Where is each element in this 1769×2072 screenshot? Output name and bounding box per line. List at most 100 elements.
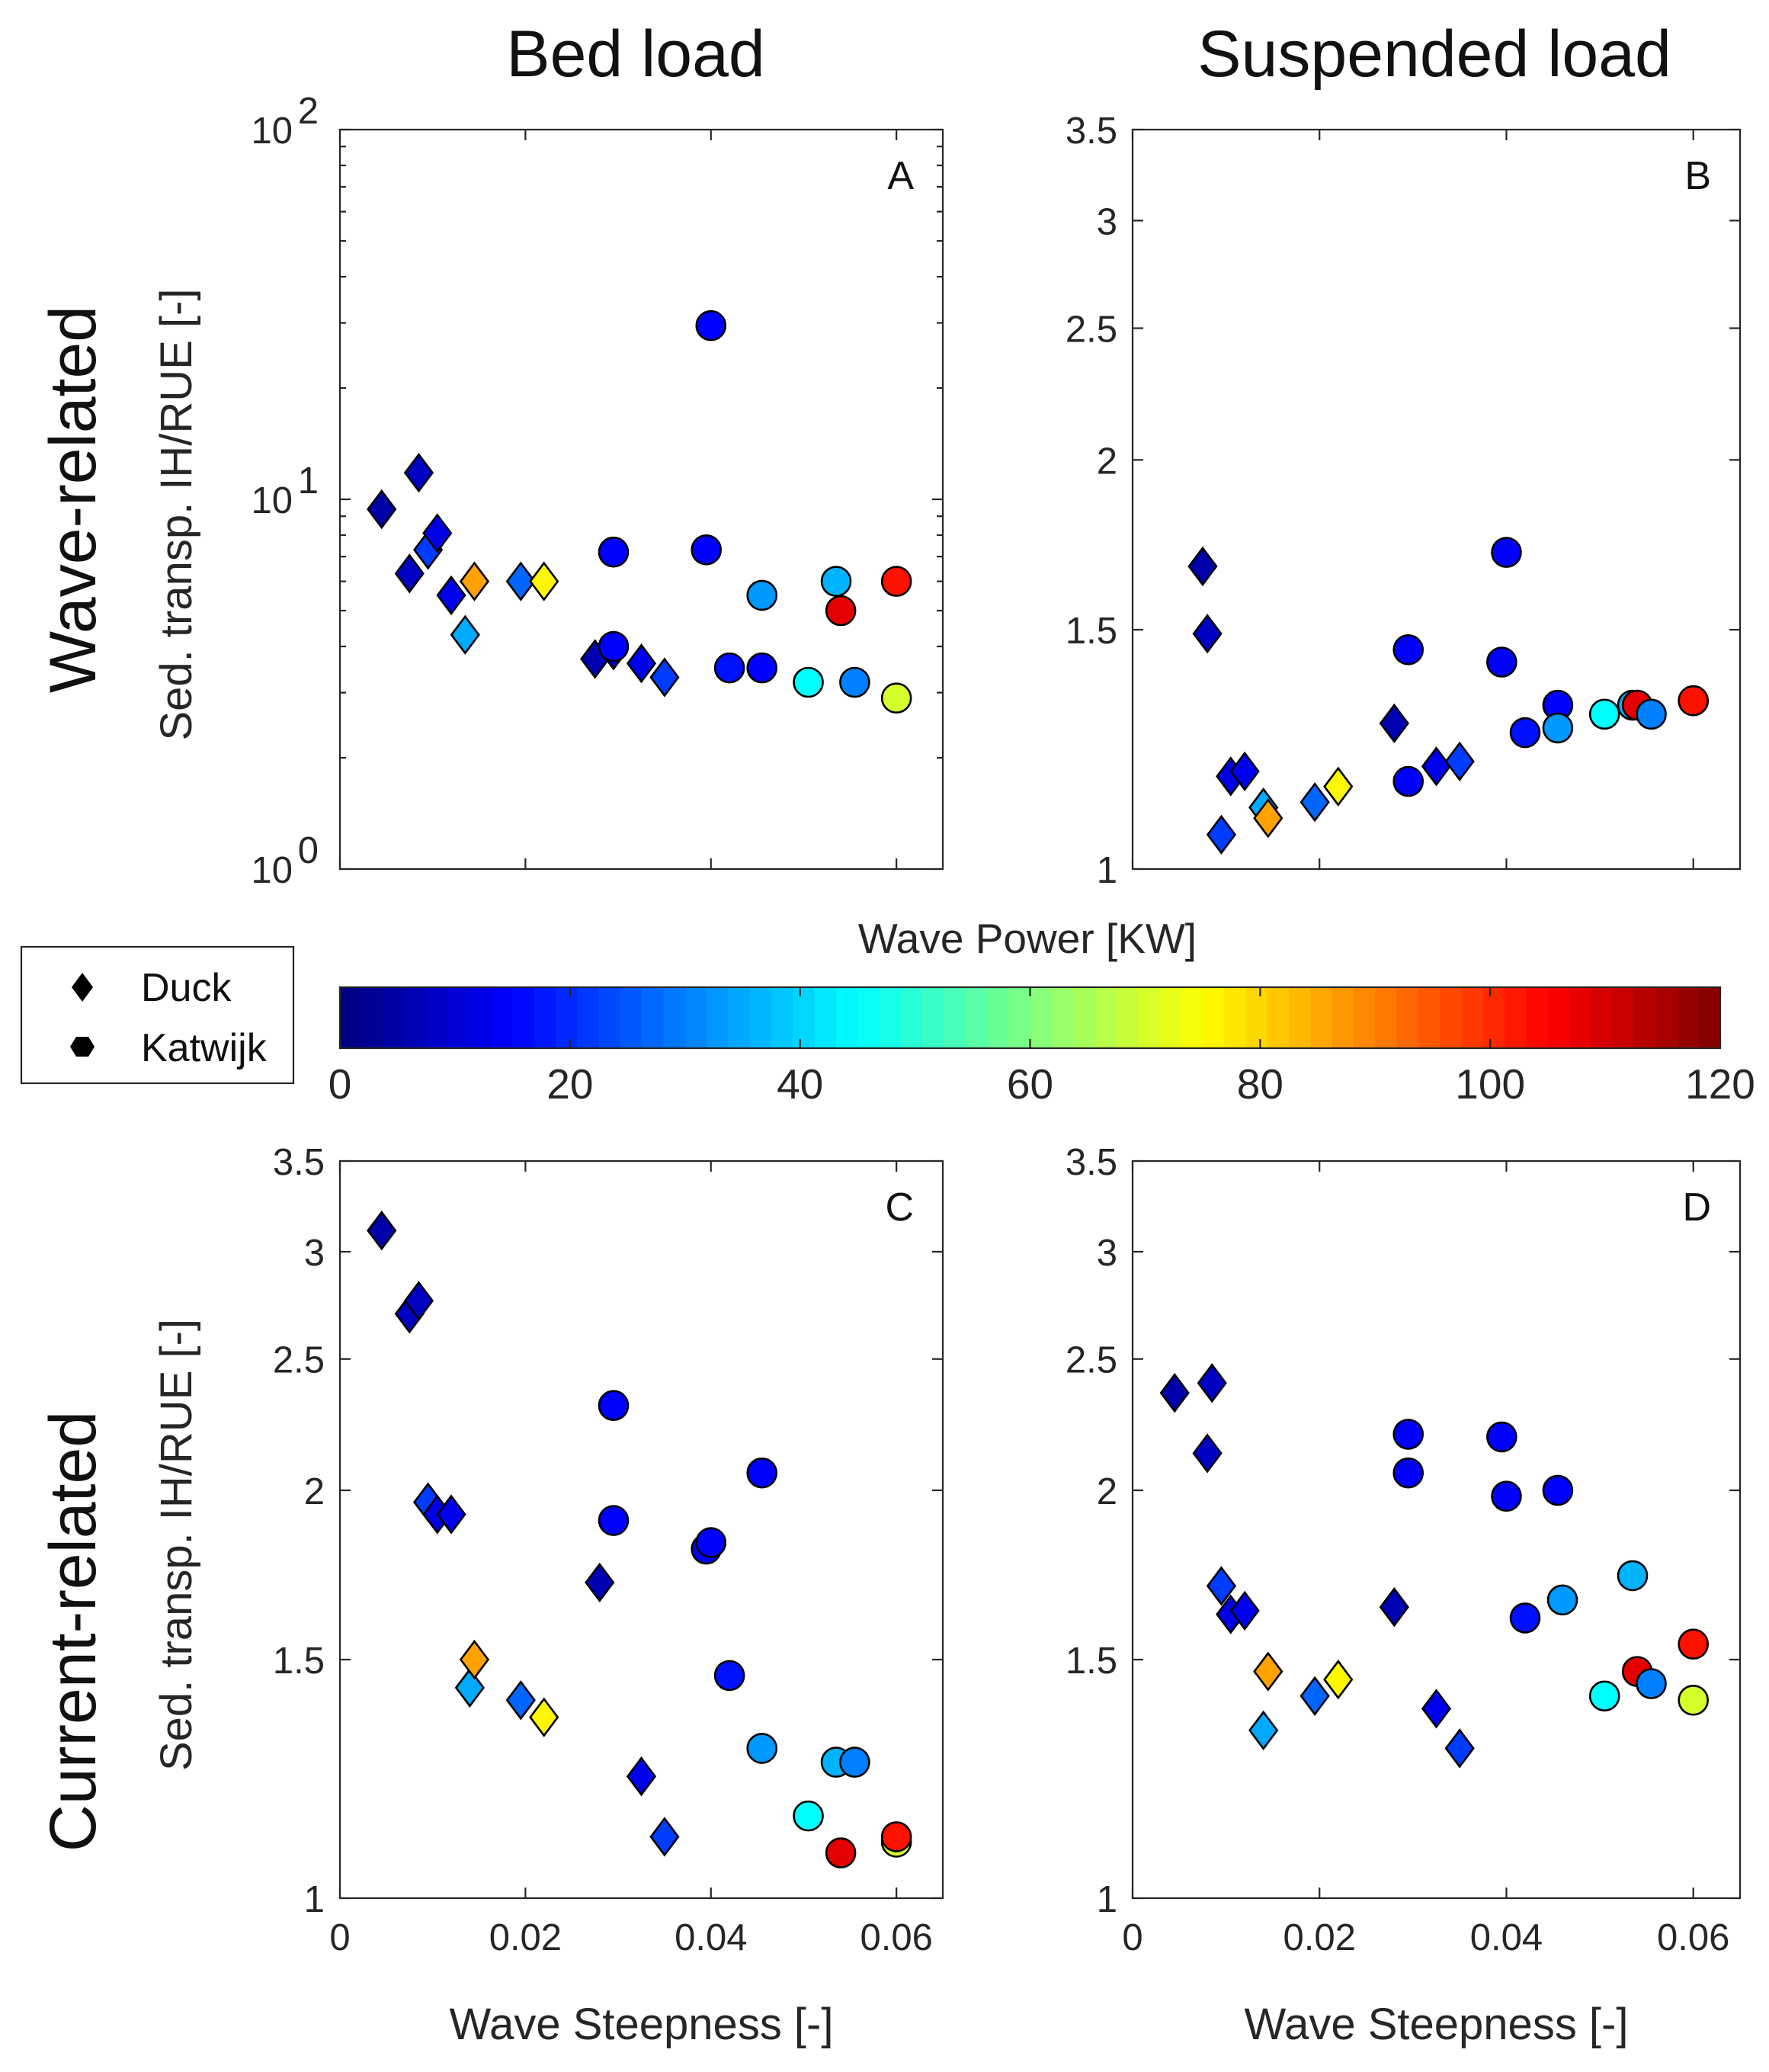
duck-point [1197,1363,1227,1403]
colorbar-segment [1094,987,1117,1048]
colorbar-segment [598,987,621,1048]
y-axis-label: Sed. transp. IH/RUE [-] [152,1319,201,1771]
colorbar-segment [620,987,643,1048]
colorbar-tick-label: 60 [1007,1060,1053,1108]
katwijk-point [713,652,745,684]
katwijk-point [1509,1602,1541,1634]
katwijk-point [1678,1628,1709,1660]
katwijk-point [1392,765,1424,797]
colorbar-segment [793,987,816,1048]
colorbar-segment [1181,987,1203,1048]
duck-point [626,1756,657,1797]
x-tick-label: 0.06 [1657,1917,1729,1958]
duck-point [422,513,453,553]
y-tick-label: 3.5 [273,1142,325,1183]
katwijk-point [598,1505,630,1536]
duck-point [649,1817,680,1857]
legend-box [20,945,295,1085]
duck-point [505,1680,536,1721]
katwijk-point [1392,1457,1424,1489]
colorbar-tick-label: 80 [1237,1060,1283,1108]
colorbar-segment [1289,987,1312,1048]
katwijk-point [1509,717,1541,749]
colorbar-tick-label: 20 [546,1060,593,1108]
y-tick-label: 2.5 [1066,1340,1117,1381]
legend-label-katwijk: Katwijk [141,1026,268,1070]
colorbar-segment [749,987,772,1048]
colorbar-segment [1051,987,1074,1048]
colorbar-segment [555,987,578,1048]
katwijk-point [825,595,857,627]
colorbar-segment [1461,987,1484,1048]
y-tick-exponent: 0 [298,830,319,871]
duck-point [1323,1660,1354,1700]
katwijk-point [746,652,778,684]
duck-point [1379,703,1409,744]
colorbar-segment [879,987,902,1048]
colorbar-segment [577,987,600,1048]
colorbar-segment [1418,987,1441,1048]
duck-point [403,1281,434,1321]
katwijk-point [1486,1421,1517,1453]
y-tick-label: 1 [1097,1879,1117,1920]
colorbar-segment [965,987,988,1048]
y-tick-label: 2 [304,1471,325,1512]
colorbar-tick-label: 120 [1685,1060,1755,1108]
duck-point [1229,1590,1260,1631]
duck-point [1300,782,1330,823]
x-tick-label: 0.04 [675,1917,747,1958]
katwijk-point [820,566,852,597]
katwijk-point [1542,712,1574,744]
duck-point [649,657,680,698]
x-tick-label: 0.04 [1470,1917,1543,1958]
colorbar-segment [1030,987,1053,1048]
colorbar-segment [469,987,492,1048]
axis-box [1131,128,1742,871]
duck-point [1248,1710,1279,1751]
duck-point [394,553,425,594]
colorbar-segment [1505,987,1527,1048]
x-axis-label: Wave Steepness [-] [450,2000,834,2049]
colorbar-tick-label: 100 [1455,1060,1525,1108]
y-axis-label: Sed. transp. IH/RUE [-] [152,288,201,740]
colorbar-segment [1116,987,1139,1048]
colorbar-segment [1591,987,1614,1048]
panel-letter: B [1684,154,1711,198]
colorbar-segment [1482,987,1505,1048]
y-tick-label: 2.5 [273,1340,325,1381]
x-tick-label: 0.06 [860,1917,932,1958]
duck-point [436,575,466,616]
duck-point [450,614,480,655]
katwijk-point [695,310,727,342]
katwijk-point [1392,634,1424,666]
katwijk-point [691,534,722,566]
duck-point [459,1639,490,1680]
colorbar-segment [361,987,384,1048]
colorbar-segment [922,987,945,1048]
colorbar-segment [642,987,665,1048]
panel-letter: C [885,1185,914,1230]
y-tick-label: 2.5 [1066,310,1117,351]
duck-point [1379,1586,1409,1628]
duck-point [1300,1676,1330,1716]
colorbar-segment [1612,987,1635,1048]
katwijk-point [1491,537,1522,568]
panel-d-current-suspended-load: 0 0.02 0.04 0.06 1 1.5 2 2.5 3 3.5 D Wave Steepness… [1066,1142,1742,2049]
colorbar-segment [1677,987,1700,1048]
colorbar-segment [857,987,880,1048]
colorbar: Wave Power [KW] 0 20 40 60 80 100 120 [328,915,1755,1108]
colorbar-segment [1655,987,1678,1048]
colorbar-segment [447,987,470,1048]
katwijk-point [1636,1668,1667,1699]
katwijk-point [1491,1480,1522,1512]
colorbar-segment [512,987,535,1048]
katwijk-point [713,1660,745,1692]
colorbar-segment [1526,987,1549,1048]
duck-point [1206,814,1237,855]
katwijk-point [746,579,778,611]
colorbar-segment [986,987,1010,1048]
y-tick-label: 3 [1097,201,1117,242]
katwijk-point [1588,1680,1620,1712]
